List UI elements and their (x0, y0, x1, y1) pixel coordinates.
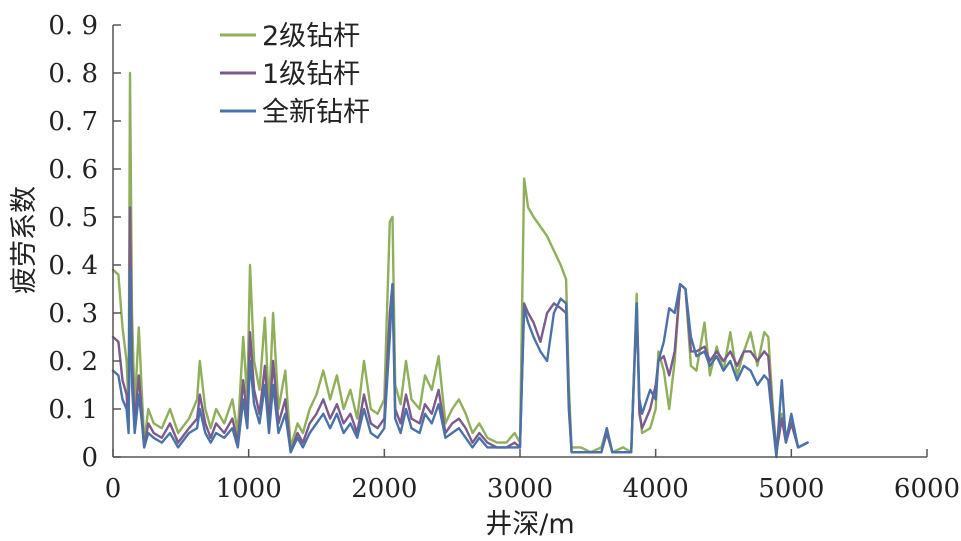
y-tick-label: 0. 8 (48, 59, 98, 89)
x-tick-label: 4000 (623, 474, 689, 504)
y-axis-title: 疲劳系数 (9, 186, 40, 294)
series-layer (111, 71, 809, 459)
ticks-layer: 0 0. 1 0. 2 0. 3 0. 4 0. 5 0. 6 0. 7 0. 8 0. 9 0 10… (48, 11, 960, 504)
series-line-0 (111, 71, 809, 454)
y-tick-label: 0. 6 (48, 155, 98, 185)
x-tick-label: 0 (105, 474, 122, 504)
x-axis-title: 井深/m (485, 509, 574, 540)
x-tick-label: 6000 (894, 474, 960, 504)
legend-label: 1级钻杆 (262, 59, 360, 90)
legend-label: 全新钻杆 (262, 97, 370, 128)
x-tick-label: 3000 (487, 474, 553, 504)
legend-label: 2级钻杆 (262, 21, 360, 52)
x-tick-label: 2000 (351, 474, 417, 504)
y-tick-label: 0. 2 (48, 347, 98, 377)
y-tick-label: 0. 1 (48, 395, 98, 425)
x-tick-label: 1000 (216, 474, 282, 504)
series-line-2 (111, 268, 809, 459)
x-tick-label: 5000 (758, 474, 824, 504)
y-tick-label: 0. 4 (48, 251, 98, 281)
y-tick-label: 0 (81, 443, 98, 473)
y-tick-label: 0. 7 (48, 107, 98, 137)
y-tick-label: 0. 9 (48, 11, 98, 41)
y-tick-label: 0. 5 (48, 203, 98, 233)
y-tick-label: 0. 3 (48, 299, 98, 329)
